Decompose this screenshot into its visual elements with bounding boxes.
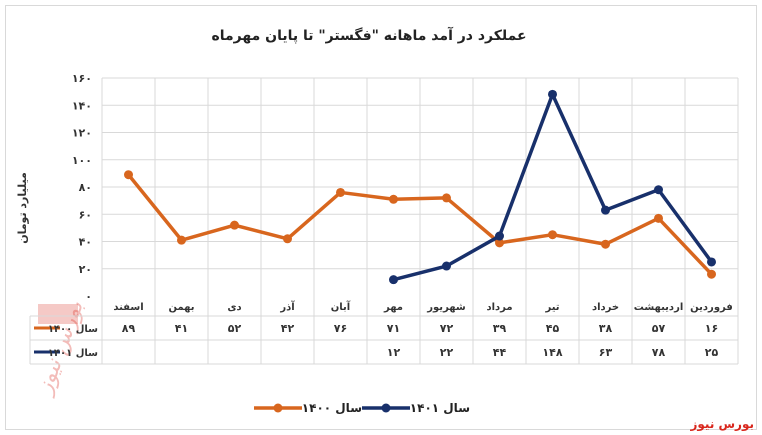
table-value: ۷۶ — [334, 322, 347, 335]
y-tick-label: ۱۴۰ — [72, 99, 92, 112]
y-tick-label: ۰ — [85, 290, 92, 303]
y-tick-label: ۱۲۰ — [72, 127, 92, 140]
data-point — [283, 234, 292, 244]
table-value: ۶۳ — [599, 346, 613, 359]
x-tick-label: آذر — [279, 300, 295, 313]
data-point — [442, 193, 451, 203]
table-value: ۴۵ — [546, 322, 560, 335]
data-point — [442, 261, 451, 271]
table-value: ۵۷ — [652, 322, 666, 335]
data-point — [389, 194, 398, 204]
data-point — [124, 170, 133, 180]
data-point — [230, 220, 239, 230]
data-point — [177, 235, 186, 245]
table-value: ۷۲ — [440, 322, 454, 335]
y-tick-label: ۱۶۰ — [72, 72, 92, 85]
legend-label: سال ۱۴۰۰ — [302, 401, 362, 415]
table-value: ۴۲ — [281, 322, 295, 335]
data-point — [707, 269, 716, 279]
chart-title: عملکرد در آمد ماهانه "فگستر" تا پایان مه… — [211, 26, 526, 44]
x-tick-label: تیر — [544, 302, 559, 313]
table-value: ۱۴۸ — [542, 346, 562, 359]
x-tick-label: مهر — [383, 302, 403, 313]
x-tick-label: مرداد — [486, 302, 512, 313]
legend-label: سال ۱۴۰۱ — [410, 401, 470, 415]
data-point — [548, 89, 557, 99]
table-value: ۴۴ — [493, 346, 507, 359]
x-tick-label: بهمن — [168, 302, 194, 313]
table-value: ۲۵ — [705, 346, 719, 359]
data-point — [601, 239, 610, 249]
data-point — [654, 185, 663, 195]
table-value: ۳۹ — [493, 322, 507, 335]
legend-swatch-marker — [381, 403, 391, 413]
y-tick-label: ۴۰ — [79, 236, 92, 249]
data-point — [654, 213, 663, 223]
y-tick-label: ۱۰۰ — [72, 154, 92, 167]
data-point — [389, 275, 398, 285]
table-value: ۳۸ — [599, 322, 613, 335]
data-point — [336, 187, 345, 197]
legend-swatch-marker — [273, 403, 283, 413]
table-value: ۸۹ — [122, 322, 136, 335]
data-point — [548, 230, 557, 240]
table-series-name: سال ۱۴۰۰ — [48, 324, 98, 335]
y-tick-label: ۶۰ — [79, 208, 92, 221]
series-line — [126, 172, 714, 276]
watermark-logo — [38, 304, 78, 324]
table-value: ۱۶ — [705, 322, 718, 335]
table-value: ۲۲ — [440, 346, 454, 359]
x-tick-label: فروردین — [690, 302, 733, 313]
y-tick-label: ۸۰ — [79, 181, 92, 194]
table-value: ۷۸ — [652, 346, 666, 359]
table-value: ۷۱ — [387, 322, 400, 335]
table-value: ۱۲ — [387, 346, 401, 359]
brand-label: بورس نیوز — [690, 417, 754, 431]
x-tick-label: آبان — [331, 300, 351, 313]
data-point — [601, 205, 610, 215]
table-value: ۴۱ — [175, 322, 188, 335]
table-value: ۵۲ — [228, 322, 242, 335]
data-point — [495, 238, 504, 248]
x-tick-label: خرداد — [592, 302, 619, 313]
y-tick-label: ۲۰ — [79, 263, 92, 276]
y-axis-label: میلیارد تومان — [16, 172, 29, 244]
x-tick-label: اردیبهشت — [634, 302, 684, 313]
table-series-name: سال ۱۴۰۱ — [48, 348, 98, 359]
x-tick-label: دی — [227, 302, 241, 313]
data-point — [707, 257, 716, 267]
x-tick-label: اسفند — [113, 302, 143, 313]
chart-frame — [5, 5, 757, 430]
x-tick-label: شهریور — [426, 302, 466, 313]
data-point — [495, 231, 504, 241]
